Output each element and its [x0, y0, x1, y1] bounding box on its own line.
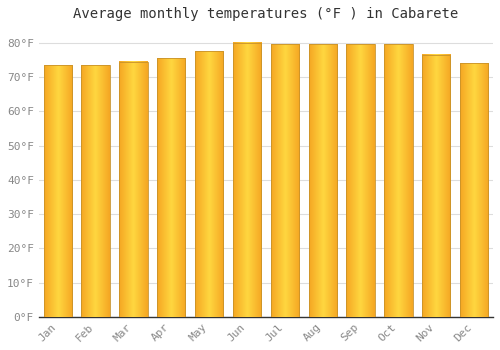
Title: Average monthly temperatures (°F ) in Cabarete: Average monthly temperatures (°F ) in Ca…	[74, 7, 458, 21]
Bar	[308, 44, 337, 317]
Bar	[119, 62, 148, 317]
Bar	[270, 44, 299, 317]
Bar	[460, 63, 488, 317]
Bar	[82, 65, 110, 317]
Bar	[384, 44, 412, 317]
Bar	[346, 44, 375, 317]
Bar	[195, 51, 224, 317]
Bar	[44, 65, 72, 317]
Bar	[233, 43, 261, 317]
Bar	[422, 55, 450, 317]
Bar	[157, 58, 186, 317]
